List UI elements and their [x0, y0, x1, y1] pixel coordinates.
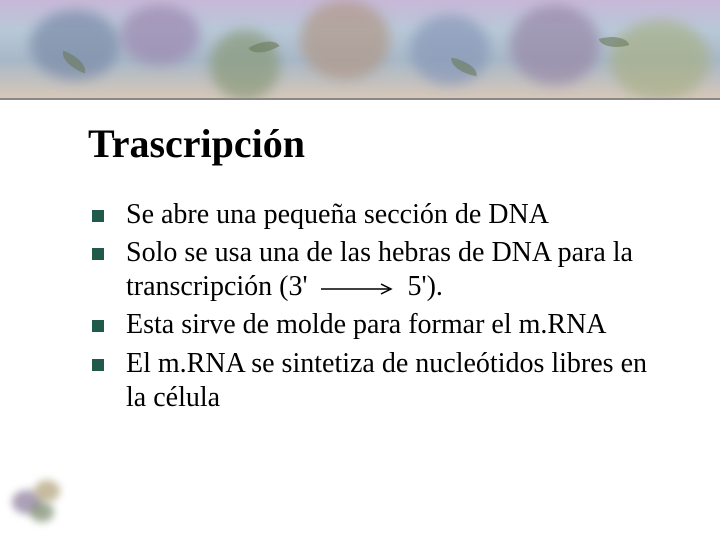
arrow-icon	[319, 282, 397, 296]
decorative-corner-icon	[8, 472, 68, 532]
bullet-item: Esta sirve de molde para formar el m.RNA	[92, 308, 660, 342]
bullet-text: Solo se usa una de las hebras de DNA par…	[126, 236, 660, 304]
bullet-item: Se abre una pequeña sección de DNA	[92, 198, 660, 232]
bullet-text: El m.RNA se sintetiza de nucleótidos lib…	[126, 347, 660, 415]
decorative-header-band	[0, 0, 720, 100]
slide-title: Trascripción	[88, 120, 305, 167]
bullet-text: Se abre una pequeña sección de DNA	[126, 198, 660, 232]
bullet-item: Solo se usa una de las hebras de DNA par…	[92, 236, 660, 304]
bullet-text-post: 5').	[408, 271, 443, 302]
bullet-marker-icon	[92, 320, 104, 332]
bullet-list: Se abre una pequeña sección de DNA Solo …	[92, 198, 660, 419]
bullet-marker-icon	[92, 248, 104, 260]
bullet-marker-icon	[92, 359, 104, 371]
bullet-item: El m.RNA se sintetiza de nucleótidos lib…	[92, 347, 660, 415]
bullet-text: Esta sirve de molde para formar el m.RNA	[126, 308, 660, 342]
bullet-marker-icon	[92, 210, 104, 222]
